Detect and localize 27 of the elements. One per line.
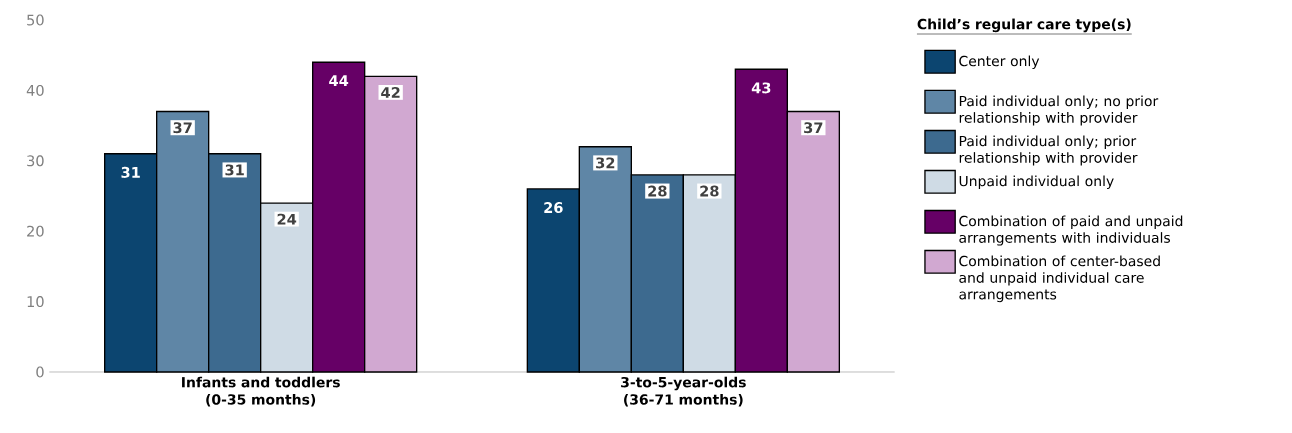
legend-label: Combination of center-based and unpaid individual care arrangements	[959, 255, 1160, 303]
y-tick-label: 50	[27, 14, 44, 26]
legend-label: Center only	[959, 55, 1040, 69]
data-label: 28	[700, 185, 719, 197]
data-label: 26	[544, 201, 563, 213]
data-label: 37	[173, 122, 192, 134]
data-label: 31	[225, 164, 244, 176]
legend-label: Paid individual only; no prior relationship with provider	[959, 95, 1159, 126]
y-tick-label: 10	[27, 295, 44, 307]
legend-label: Combination of paid and unpaid arrangements with individuals	[959, 215, 1183, 246]
legend-title: Child’s regular care type(s)	[917, 18, 1131, 32]
y-tick-label: 0	[36, 366, 44, 378]
data-label: 44	[329, 75, 349, 86]
legend-label: Unpaid individual only	[959, 175, 1114, 189]
y-tick-label: 30	[27, 155, 44, 167]
data-label: 37	[804, 122, 823, 134]
data-label: 28	[648, 185, 667, 197]
data-label: 32	[596, 157, 615, 169]
legend-label: Paid individual only; prior relationship with provider	[959, 135, 1138, 166]
data-label: 42	[381, 86, 400, 98]
x-tick-label: 3-to-5-year-olds (36-71 months)	[621, 376, 746, 407]
data-label: 31	[121, 166, 140, 178]
data-label: 43	[751, 82, 771, 94]
x-tick-label: Infants and toddlers (0-35 months)	[182, 376, 340, 407]
y-tick-label: 20	[27, 225, 44, 237]
data-label: 24	[277, 213, 297, 225]
y-tick-label: 40	[26, 84, 44, 96]
